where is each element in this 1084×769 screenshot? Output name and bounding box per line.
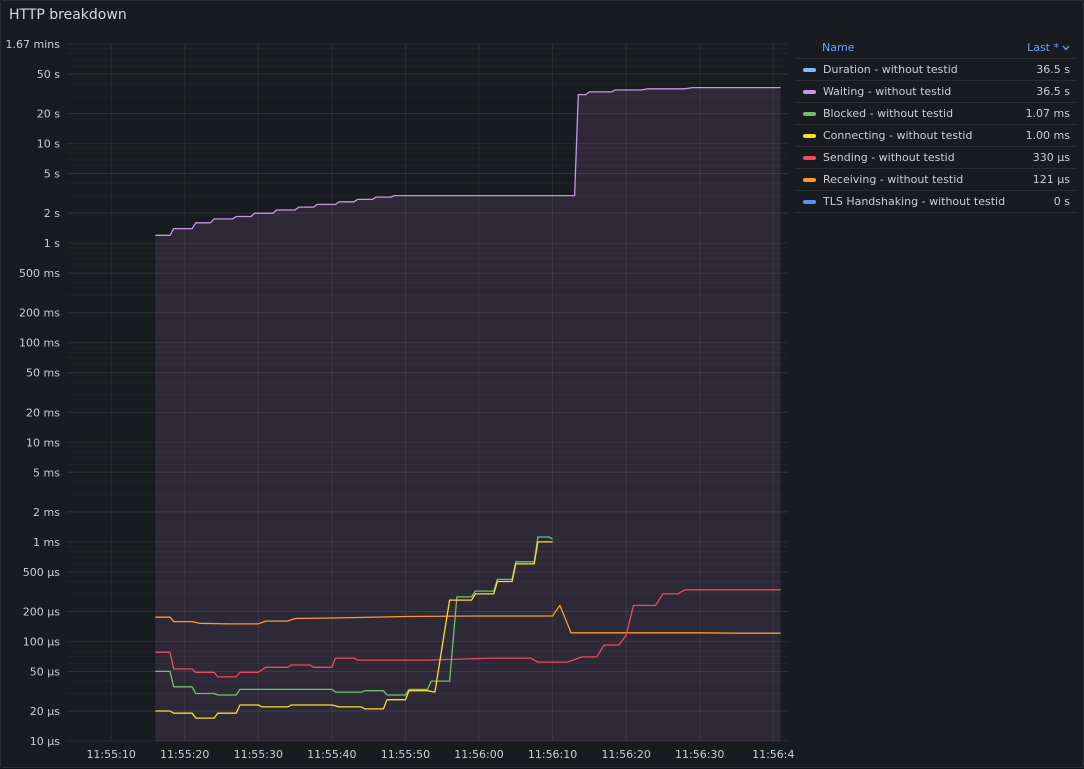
series-line: [155, 86, 781, 236]
y-tick-label: 5 ms: [33, 466, 60, 479]
legend-series-name: Receiving - without testid: [823, 173, 964, 186]
y-tick-label: 100 ms: [19, 337, 60, 350]
y-tick-label: 1 s: [44, 237, 60, 250]
series-line: [155, 604, 781, 634]
y-tick-label: 500 µs: [23, 566, 60, 579]
x-tick-label: 11:55:40: [307, 748, 356, 761]
legend-series-name: TLS Handshaking - without testid: [823, 195, 1006, 208]
legend-item[interactable]: Blocked - without testid 1.07 ms: [796, 103, 1076, 125]
legend-series-color: [803, 199, 816, 204]
y-tick-label: 10 s: [37, 138, 60, 151]
x-tick-label: 11:55:30: [234, 748, 283, 761]
series-line: [155, 589, 781, 678]
y-tick-label: 2 ms: [33, 506, 60, 519]
x-tick-label: 11:56:10: [528, 748, 577, 761]
x-tick-label: 11:55:50: [381, 748, 430, 761]
legend-item[interactable]: Receiving - without testid 121 µs: [796, 169, 1076, 191]
legend-header: Name Last *: [796, 37, 1076, 59]
legend-series-color: [803, 111, 816, 116]
legend-series-last-value: 1.07 ms: [1025, 107, 1070, 120]
y-tick-label: 50 s: [37, 68, 60, 81]
y-tick-label: 200 µs: [23, 605, 60, 618]
legend-series-last-value: 1.00 ms: [1025, 129, 1070, 142]
legend-series-color: [803, 177, 816, 182]
legend-series-name: Sending - without testid: [823, 151, 955, 164]
y-tick-label: 10 µs: [30, 735, 60, 748]
y-tick-label: 50 ms: [26, 367, 60, 380]
y-tick-label: 20 ms: [26, 406, 60, 419]
y-tick-label: 5 s: [44, 168, 60, 181]
x-tick-label: 11:56:4: [752, 748, 794, 761]
y-tick-label: 10 ms: [26, 436, 60, 449]
legend-item[interactable]: Waiting - without testid 36.5 s: [796, 81, 1076, 103]
y-tick-label: 1 ms: [33, 536, 60, 549]
legend-series-last-value: 36.5 s: [1036, 85, 1070, 98]
panel-title: HTTP breakdown: [9, 7, 127, 23]
y-tick-label: 1.67 mins: [6, 38, 61, 51]
y-tick-label: 20 s: [37, 108, 60, 121]
legend-series-color: [803, 67, 816, 72]
x-tick-label: 11:55:20: [160, 748, 209, 761]
legend-series-color: [803, 133, 816, 138]
legend-series-last-value: 330 µs: [1032, 151, 1070, 164]
x-tick-label: 11:55:10: [86, 748, 135, 761]
legend-item[interactable]: TLS Handshaking - without testid 0 s: [796, 191, 1076, 213]
legend-series-color: [803, 89, 816, 94]
y-tick-label: 200 ms: [19, 307, 60, 320]
y-tick-label: 500 ms: [19, 267, 60, 280]
legend-item[interactable]: Connecting - without testid 1.00 ms: [796, 125, 1076, 147]
legend-table: Name Last * Duration - without testid 36.…: [796, 37, 1076, 213]
y-tick-label: 2 s: [44, 207, 60, 220]
y-tick-label: 100 µs: [23, 635, 60, 648]
chevron-down-icon: [1062, 45, 1070, 50]
legend-series-last-value: 36.5 s: [1036, 63, 1070, 76]
series-area: [155, 87, 781, 742]
legend-header-last-sort[interactable]: Last *: [1027, 41, 1070, 54]
legend-series-name: Connecting - without testid: [823, 129, 973, 142]
legend-series-name: Waiting - without testid: [823, 85, 952, 98]
legend-series-last-value: 0 s: [1053, 195, 1070, 208]
x-tick-label: 11:56:00: [454, 748, 503, 761]
legend-series-name: Blocked - without testid: [823, 107, 954, 120]
legend-series-color: [803, 155, 816, 160]
legend-item[interactable]: Sending - without testid 330 µs: [796, 147, 1076, 169]
legend-series-last-value: 121 µs: [1032, 173, 1070, 186]
legend-header-value: Last *: [1027, 41, 1059, 54]
y-tick-label: 20 µs: [30, 705, 60, 718]
x-tick-label: 11:56:20: [601, 748, 650, 761]
x-tick-label: 11:56:30: [675, 748, 724, 761]
legend-series-name: Duration - without testid: [823, 63, 958, 76]
y-tick-label: 50 µs: [30, 665, 60, 678]
legend-rows: Duration - without testid 36.5 s Waiting -…: [796, 59, 1076, 213]
series-line: [155, 541, 553, 719]
legend-item[interactable]: Duration - without testid 36.5 s: [796, 59, 1076, 81]
legend-header-name[interactable]: Name: [822, 41, 855, 54]
